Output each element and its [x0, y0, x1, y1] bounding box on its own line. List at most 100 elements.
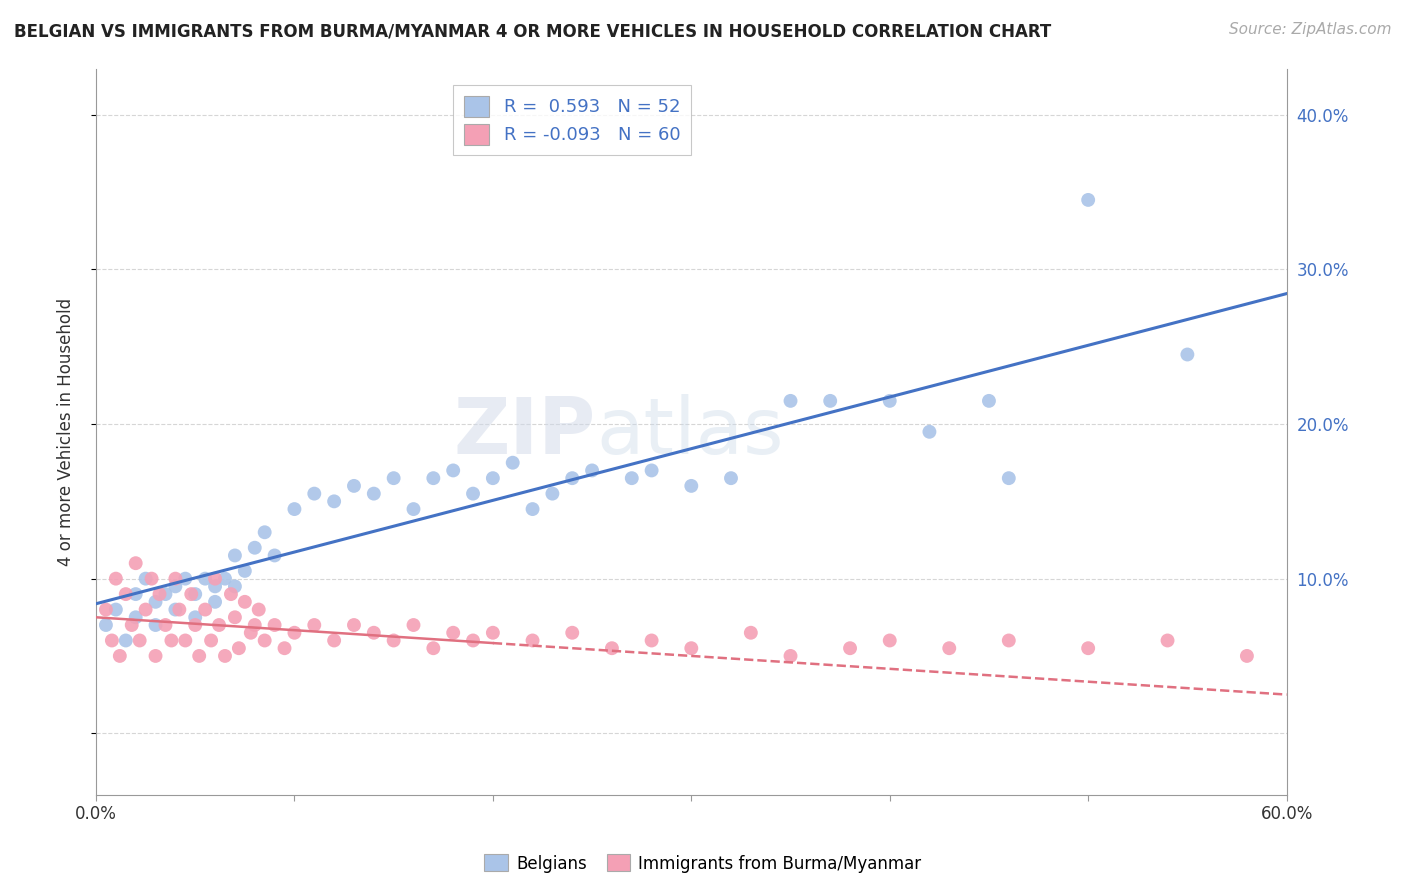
Point [482, 471, 505, 485]
Point [839, 641, 862, 656]
Point [174, 572, 197, 586]
Point [482, 625, 505, 640]
Point [363, 625, 385, 640]
Point [422, 471, 444, 485]
Point [522, 633, 544, 648]
Point [1236, 648, 1258, 663]
Point [918, 425, 941, 439]
Point [243, 618, 266, 632]
Point [1156, 633, 1178, 648]
Point [600, 641, 623, 656]
Point [125, 587, 148, 601]
Point [188, 648, 211, 663]
Point [224, 610, 246, 624]
Point [184, 610, 207, 624]
Point [233, 595, 256, 609]
Point [343, 618, 366, 632]
Point [114, 587, 136, 601]
Point [155, 587, 177, 601]
Point [1177, 347, 1199, 361]
Point [145, 595, 167, 609]
Point [879, 393, 901, 408]
Point [239, 625, 262, 640]
Point [165, 572, 187, 586]
Point [165, 579, 187, 593]
Point [283, 625, 305, 640]
Point [214, 572, 236, 586]
Point [977, 393, 1000, 408]
Point [194, 572, 217, 586]
Legend: Belgians, Immigrants from Burma/Myanmar: Belgians, Immigrants from Burma/Myanmar [478, 847, 928, 880]
Point [382, 633, 405, 648]
Point [204, 595, 226, 609]
Point [1077, 193, 1099, 207]
Text: Source: ZipAtlas.com: Source: ZipAtlas.com [1229, 22, 1392, 37]
Point [114, 633, 136, 648]
Point [382, 471, 405, 485]
Point [125, 610, 148, 624]
Point [522, 502, 544, 516]
Point [879, 633, 901, 648]
Point [263, 618, 285, 632]
Point [304, 618, 326, 632]
Point [938, 641, 960, 656]
Point [145, 648, 167, 663]
Point [273, 641, 295, 656]
Point [184, 618, 207, 632]
Point [461, 633, 484, 648]
Point [101, 633, 124, 648]
Point [461, 486, 484, 500]
Point [243, 541, 266, 555]
Point [228, 641, 250, 656]
Point [141, 572, 163, 586]
Point [323, 494, 346, 508]
Point [304, 486, 326, 500]
Point [125, 556, 148, 570]
Point [148, 587, 170, 601]
Legend: R =  0.593   N = 52, R = -0.093   N = 60: R = 0.593 N = 52, R = -0.093 N = 60 [453, 85, 692, 155]
Point [818, 393, 841, 408]
Point [233, 564, 256, 578]
Point [779, 393, 801, 408]
Point [681, 479, 703, 493]
Point [363, 486, 385, 500]
Point [208, 618, 231, 632]
Point [224, 549, 246, 563]
Point [169, 602, 191, 616]
Point [180, 587, 202, 601]
Point [402, 502, 425, 516]
Point [283, 502, 305, 516]
Y-axis label: 4 or more Vehicles in Household: 4 or more Vehicles in Household [58, 298, 75, 566]
Point [204, 579, 226, 593]
Point [128, 633, 150, 648]
Point [997, 471, 1019, 485]
Point [779, 648, 801, 663]
Point [253, 525, 276, 540]
Point [224, 579, 246, 593]
Text: BELGIAN VS IMMIGRANTS FROM BURMA/MYANMAR 4 OR MORE VEHICLES IN HOUSEHOLD CORRELA: BELGIAN VS IMMIGRANTS FROM BURMA/MYANMAR… [14, 22, 1052, 40]
Point [441, 625, 464, 640]
Point [997, 633, 1019, 648]
Point [219, 587, 242, 601]
Point [121, 618, 143, 632]
Point [422, 641, 444, 656]
Point [402, 618, 425, 632]
Point [561, 471, 583, 485]
Point [104, 572, 127, 586]
Point [200, 633, 222, 648]
Point [323, 633, 346, 648]
Point [174, 633, 197, 648]
Point [165, 602, 187, 616]
Point [214, 648, 236, 663]
Point [135, 602, 157, 616]
Point [581, 463, 603, 477]
Point [561, 625, 583, 640]
Point [160, 633, 183, 648]
Point [94, 602, 117, 616]
Point [640, 633, 662, 648]
Point [740, 625, 762, 640]
Point [104, 602, 127, 616]
Point [1077, 641, 1099, 656]
Point [502, 456, 524, 470]
Point [94, 618, 117, 632]
